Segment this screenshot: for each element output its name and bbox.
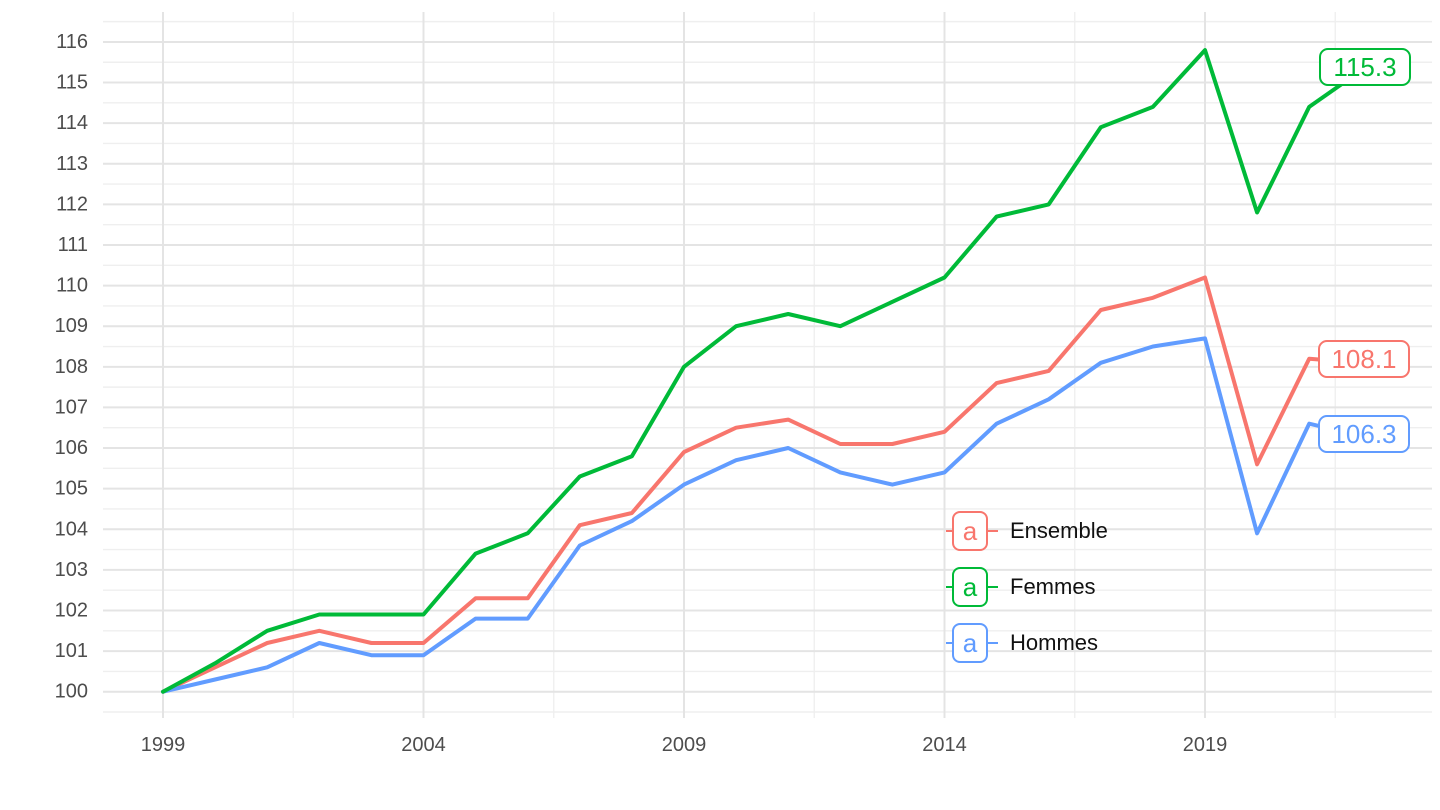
- legend-key-ensemble: a: [952, 511, 988, 551]
- y-tick-label: 104: [55, 518, 88, 540]
- y-tick-label: 111: [58, 234, 88, 256]
- x-tick-label: 1999: [141, 734, 186, 756]
- y-tick-label: 115: [56, 72, 88, 94]
- series-line-ensemble: [161, 275, 1364, 694]
- y-tick-label: 108: [55, 356, 88, 378]
- end-value-label-ensemble: 108.1: [1318, 340, 1410, 378]
- y-tick-label: 106: [55, 437, 88, 459]
- legend-label-hommes: Hommes: [1010, 630, 1099, 655]
- legend-label-ensemble: Ensemble: [1010, 518, 1108, 543]
- legend: a Ensemble a Femmes a Hommes: [946, 511, 1108, 679]
- y-tick-label: 107: [55, 396, 88, 418]
- legend-item-hommes: a Hommes: [946, 623, 1108, 663]
- y-tick-label: 109: [55, 315, 88, 337]
- end-value-label-hommes: 106.3: [1318, 415, 1410, 453]
- series-line-hommes: [161, 336, 1364, 694]
- end-value-label-femmes: 115.3: [1319, 48, 1411, 86]
- y-tick-label: 103: [55, 559, 88, 581]
- legend-item-ensemble: a Ensemble: [946, 511, 1108, 551]
- legend-label-femmes: Femmes: [1010, 574, 1096, 599]
- x-tick-label: 2019: [1183, 734, 1228, 756]
- y-tick-label: 116: [56, 31, 88, 53]
- y-tick-label: 101: [55, 640, 88, 662]
- legend-item-femmes: a Femmes: [946, 567, 1108, 607]
- x-tick-label: 2009: [662, 734, 707, 756]
- y-tick-label: 112: [56, 193, 88, 215]
- y-tick-label: 102: [55, 599, 88, 621]
- y-tick-label: 100: [55, 681, 88, 703]
- legend-key-femmes: a: [952, 567, 988, 607]
- y-tick-label: 105: [55, 478, 88, 500]
- y-tick-label: 113: [56, 153, 88, 175]
- y-tick-label: 110: [56, 275, 88, 297]
- series-line-femmes: [161, 48, 1364, 694]
- x-tick-label: 2004: [401, 734, 446, 756]
- y-tick-label: 114: [56, 112, 88, 134]
- legend-key-hommes: a: [952, 623, 988, 663]
- x-tick-label: 2014: [922, 734, 967, 756]
